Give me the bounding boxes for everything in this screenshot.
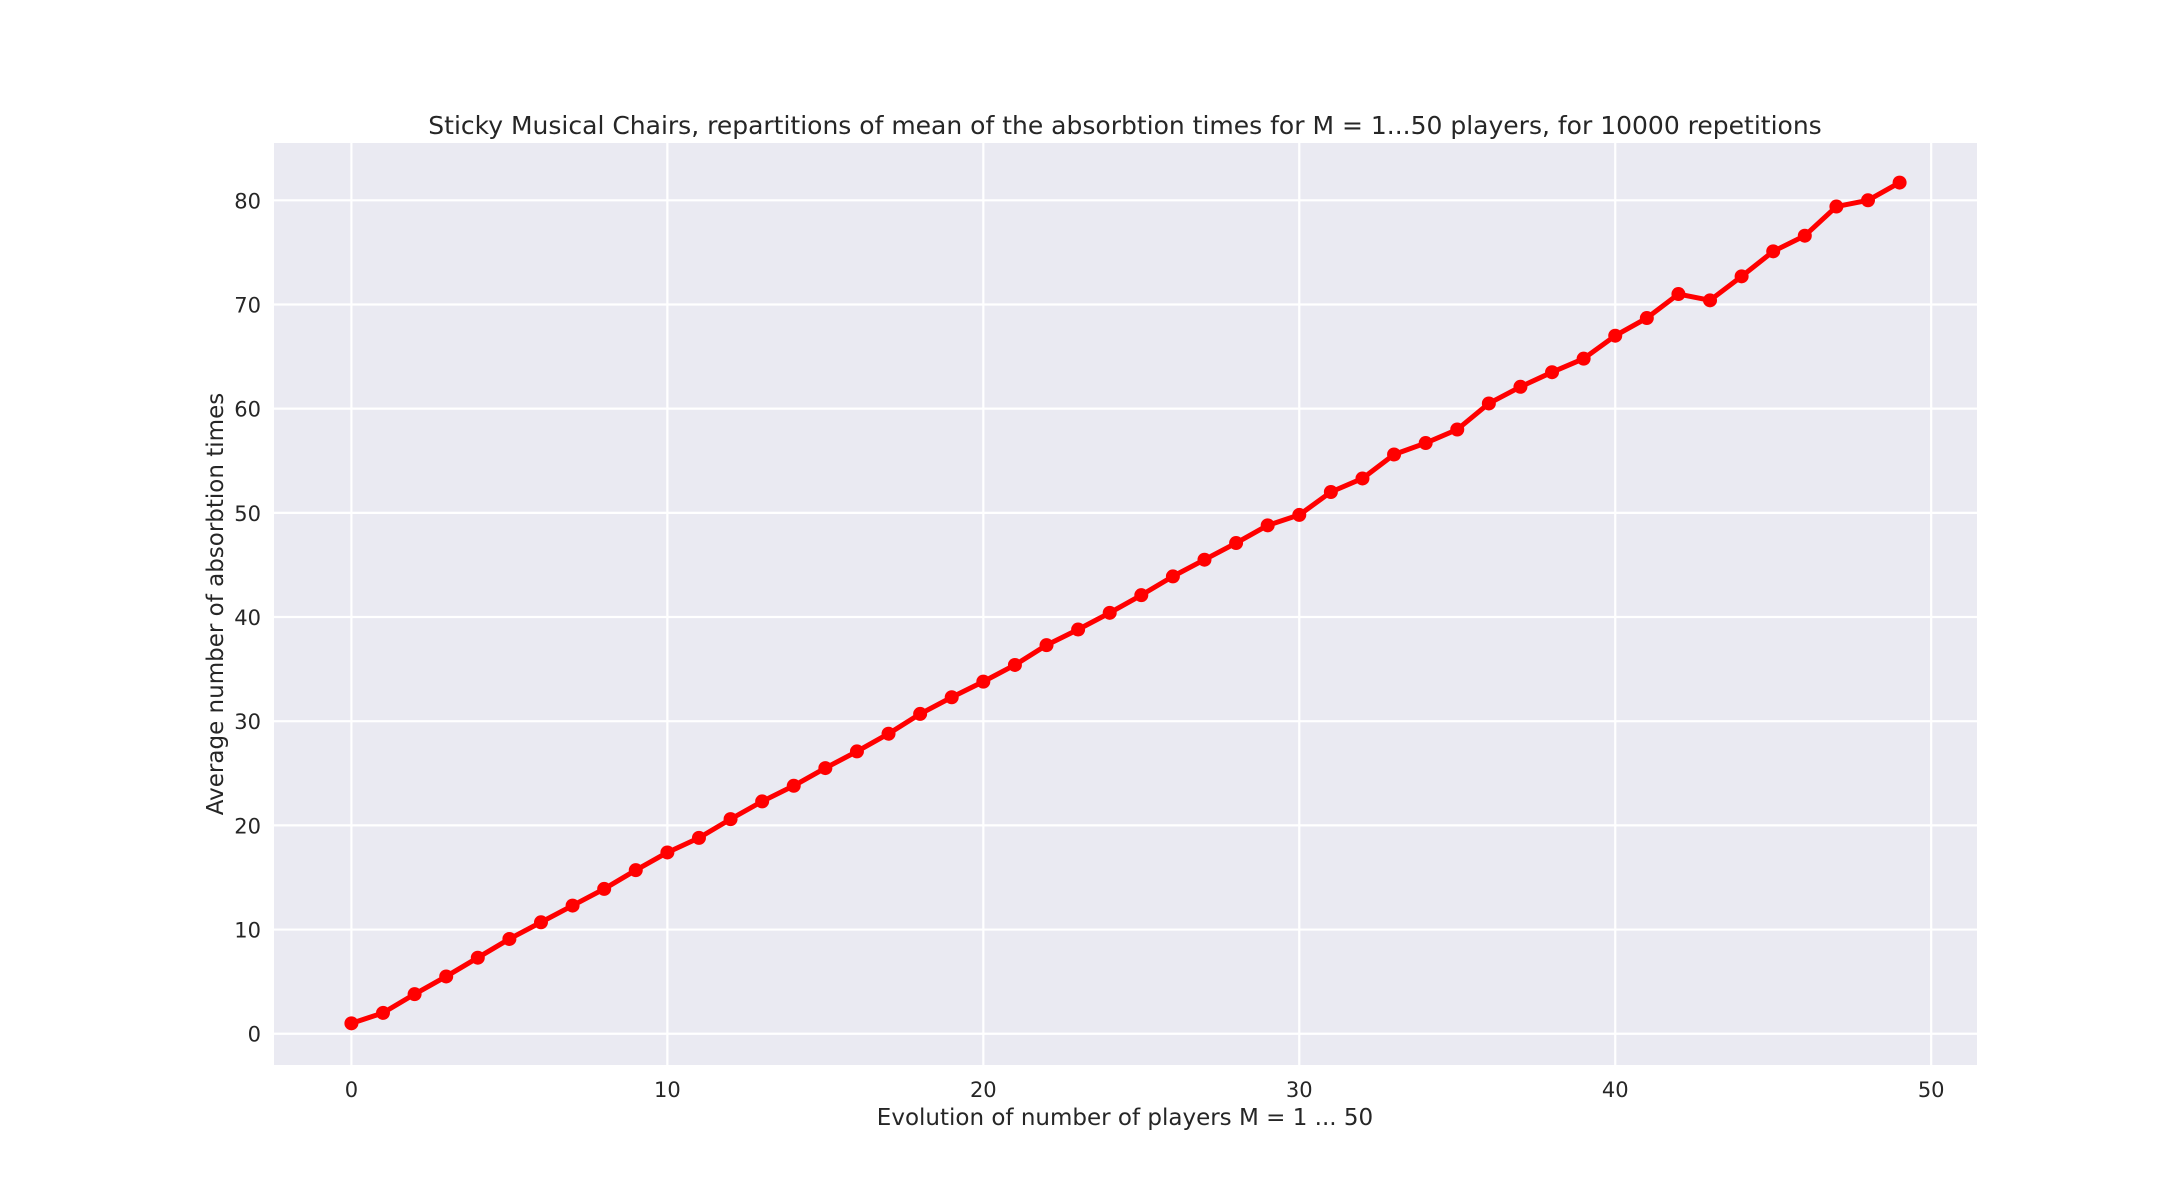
data-point bbox=[1766, 244, 1781, 259]
data-point bbox=[913, 706, 928, 721]
data-point bbox=[1797, 228, 1812, 243]
data-point bbox=[1703, 293, 1718, 308]
y-tick-label: 20 bbox=[234, 814, 261, 838]
data-point bbox=[565, 898, 580, 913]
y-tick-label: 40 bbox=[234, 606, 261, 630]
data-point bbox=[533, 915, 548, 930]
data-point bbox=[1576, 351, 1591, 366]
data-point bbox=[1481, 396, 1496, 411]
series-group bbox=[344, 175, 1907, 1031]
x-tick-label: 50 bbox=[1918, 1078, 1945, 1102]
data-point bbox=[1292, 507, 1307, 522]
data-point bbox=[1007, 657, 1022, 672]
data-point bbox=[407, 987, 422, 1002]
data-point bbox=[849, 744, 864, 759]
data-point bbox=[1450, 422, 1465, 437]
data-point bbox=[723, 812, 738, 827]
data-point bbox=[1071, 622, 1086, 637]
x-axis: 0 10 20 30 40 50 bbox=[345, 1078, 1945, 1102]
data-point bbox=[597, 881, 612, 896]
data-point bbox=[691, 830, 706, 845]
data-point bbox=[1639, 311, 1654, 326]
y-axis: 0 10 20 30 40 50 60 70 80 bbox=[234, 189, 261, 1046]
data-point bbox=[818, 761, 833, 776]
data-point bbox=[1323, 485, 1338, 500]
data-point bbox=[502, 931, 517, 946]
data-point bbox=[1418, 436, 1433, 451]
grid-lines bbox=[274, 143, 1977, 1065]
y-axis-label: Average number of absorbtion times bbox=[203, 393, 229, 815]
data-point bbox=[1671, 287, 1686, 302]
data-point bbox=[1513, 379, 1528, 394]
data-point bbox=[755, 794, 770, 809]
data-point bbox=[439, 969, 454, 984]
data-point bbox=[1039, 638, 1054, 653]
data-point bbox=[660, 845, 675, 860]
x-axis-label: Evolution of number of players M = 1 ...… bbox=[877, 1105, 1373, 1131]
data-point bbox=[1197, 552, 1212, 567]
y-tick-label: 50 bbox=[234, 502, 261, 526]
data-point bbox=[944, 690, 959, 705]
data-point bbox=[881, 726, 896, 741]
data-point bbox=[1229, 536, 1244, 551]
y-tick-label: 30 bbox=[234, 710, 261, 734]
data-point bbox=[628, 863, 643, 878]
data-point bbox=[1545, 365, 1560, 380]
chart-title: Sticky Musical Chairs, repartitions of m… bbox=[428, 111, 1821, 140]
x-tick-label: 10 bbox=[654, 1078, 681, 1102]
data-point bbox=[1260, 518, 1275, 533]
data-point bbox=[1734, 269, 1749, 284]
data-point bbox=[470, 950, 485, 965]
data-point bbox=[1860, 193, 1875, 208]
x-tick-label: 0 bbox=[345, 1078, 358, 1102]
data-point bbox=[1134, 588, 1149, 603]
y-tick-label: 60 bbox=[234, 398, 261, 422]
data-point bbox=[1165, 569, 1180, 584]
data-point bbox=[344, 1016, 359, 1031]
x-tick-label: 20 bbox=[970, 1078, 997, 1102]
data-point bbox=[1892, 175, 1907, 190]
data-point bbox=[786, 778, 801, 793]
x-tick-label: 30 bbox=[1286, 1078, 1313, 1102]
data-point bbox=[376, 1005, 391, 1020]
y-tick-label: 80 bbox=[234, 189, 261, 213]
y-tick-label: 70 bbox=[234, 293, 261, 317]
data-point bbox=[1102, 605, 1117, 620]
y-tick-label: 10 bbox=[234, 919, 261, 943]
data-point bbox=[976, 674, 991, 689]
data-point bbox=[1355, 471, 1370, 486]
x-tick-label: 40 bbox=[1602, 1078, 1629, 1102]
data-point bbox=[1387, 447, 1402, 462]
data-point bbox=[1829, 199, 1844, 214]
y-tick-label: 0 bbox=[248, 1023, 261, 1047]
data-point bbox=[1608, 328, 1623, 343]
